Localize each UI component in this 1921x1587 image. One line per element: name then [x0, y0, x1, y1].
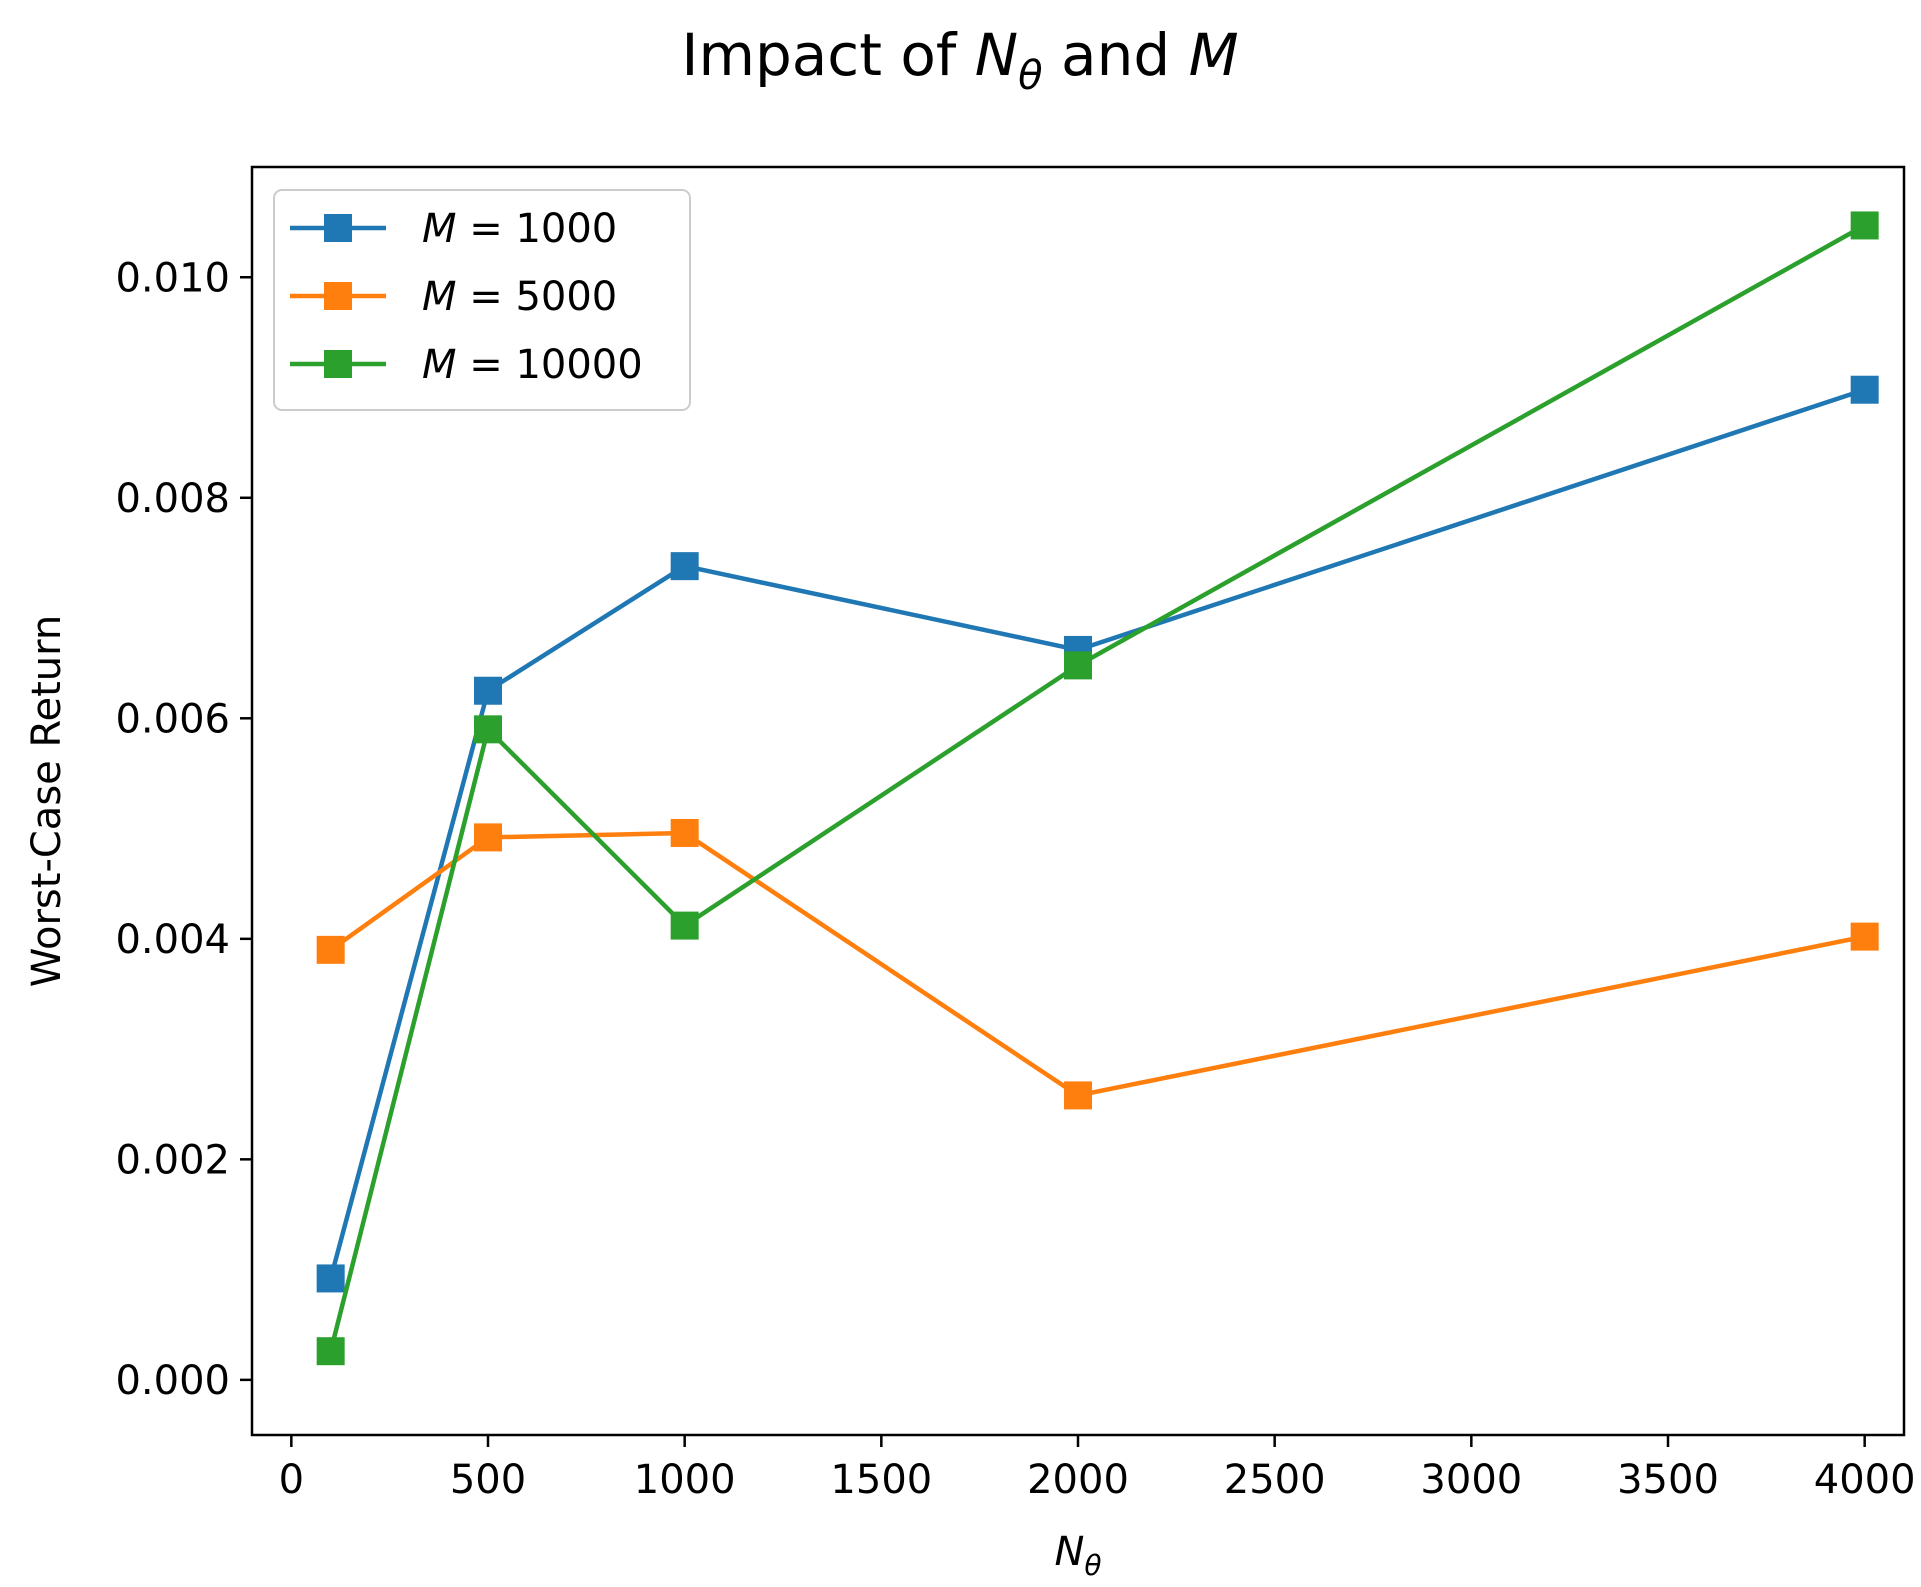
- data-point: [1064, 1081, 1092, 1110]
- x-axis-label: Nθ: [1054, 1529, 1101, 1582]
- legend-entry: M = 5000: [290, 274, 617, 320]
- data-point: [316, 1264, 345, 1293]
- x-tick-label: 3500: [1617, 1457, 1719, 1503]
- y-axis-label: Worst-Case Return: [24, 615, 70, 987]
- y-tick-label: 0.002: [115, 1137, 230, 1183]
- legend-marker: [324, 350, 352, 378]
- x-tick-label: 2000: [1027, 1457, 1129, 1503]
- series-layer: [316, 211, 1879, 1366]
- y-tick-label: 0.000: [115, 1358, 230, 1404]
- legend: M = 1000 M = 5000 M = 10000: [273, 189, 691, 411]
- legend-frame: [273, 189, 691, 411]
- data-point: [1850, 375, 1879, 404]
- legend-label: M = 1000: [422, 206, 617, 252]
- data-point: [316, 1337, 345, 1366]
- y-tick-label: 0.004: [115, 917, 230, 963]
- x-tick-label: 3000: [1420, 1457, 1522, 1503]
- legend-entry: M = 1000: [290, 206, 617, 252]
- series-2: [316, 211, 1879, 1366]
- data-point: [670, 818, 699, 847]
- series-1: [316, 818, 1879, 1110]
- x-tick-label: 500: [450, 1457, 526, 1503]
- legend-marker: [324, 214, 352, 242]
- x-tick-label: 1500: [830, 1457, 932, 1503]
- data-point: [1850, 211, 1879, 240]
- legend-label: M = 5000: [422, 274, 617, 320]
- chart-title: Impact of Nθ and M: [681, 21, 1238, 99]
- legend-label: M = 10000: [422, 342, 643, 388]
- data-point: [316, 935, 345, 964]
- data-point: [670, 911, 699, 940]
- y-tick-label: 0.006: [115, 696, 230, 742]
- data-point: [474, 823, 502, 852]
- x-tick-label: 0: [279, 1457, 304, 1503]
- data-point: [474, 715, 502, 744]
- x-tick-label: 2500: [1224, 1457, 1326, 1503]
- x-axis: 0 500 1000 1500 2000 2500 3000 3500 4000: [279, 1435, 1916, 1503]
- y-axis: 0.000 0.002 0.004 0.006 0.008 0.010: [115, 255, 252, 1404]
- data-point: [1850, 922, 1879, 951]
- data-point: [474, 676, 502, 705]
- y-tick-label: 0.008: [115, 476, 230, 522]
- legend-marker: [324, 282, 352, 310]
- y-tick-label: 0.010: [115, 255, 230, 301]
- data-point: [1064, 651, 1092, 680]
- data-point: [670, 552, 699, 581]
- x-tick-label: 1000: [634, 1457, 736, 1503]
- legend-entry: M = 10000: [290, 342, 643, 388]
- x-tick-label: 4000: [1814, 1457, 1916, 1503]
